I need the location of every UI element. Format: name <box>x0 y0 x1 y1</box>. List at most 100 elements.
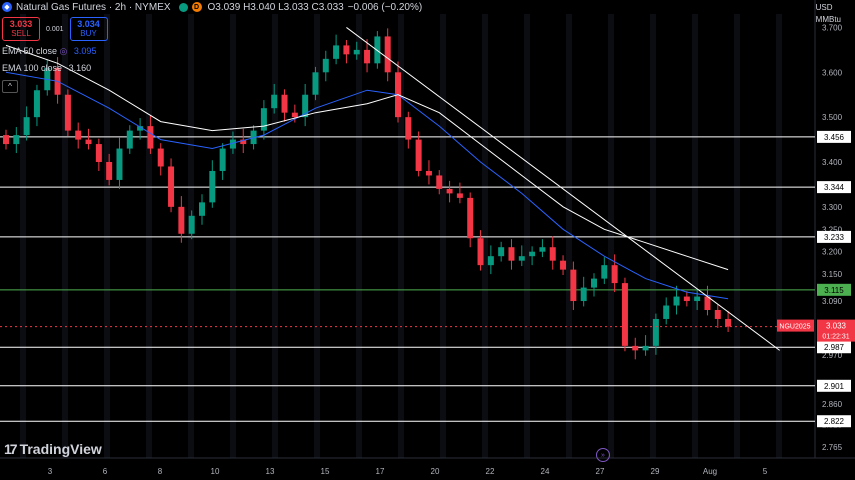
x-tick-label: 3 <box>48 467 53 476</box>
level-label: 3.344 <box>824 183 845 192</box>
candle-body <box>683 296 690 302</box>
candle-body <box>157 148 164 167</box>
candle-body <box>333 45 340 59</box>
y-tick-label: 3.500 <box>822 113 843 122</box>
buy-button[interactable]: 3.034 BUY <box>69 17 108 41</box>
candle-body <box>374 36 381 64</box>
trade-panel: 3.033 SELL 0.001 3.034 BUY <box>2 17 108 41</box>
session-band <box>146 14 152 458</box>
sell-label: SELL <box>11 29 31 38</box>
candle-body <box>405 117 412 140</box>
trend-line <box>346 27 780 351</box>
candle-body <box>137 126 144 131</box>
flame-icon[interactable]: ◆ <box>2 2 12 12</box>
price-scale-unit[interactable]: USD MMBtu <box>816 2 841 26</box>
candle-body <box>126 130 133 149</box>
candle-body <box>281 94 288 113</box>
level-label-box <box>817 415 851 428</box>
level-label: 2.901 <box>824 382 845 391</box>
candle-body <box>714 310 721 319</box>
candle-body <box>178 206 185 234</box>
level-label-box <box>817 379 851 392</box>
level-label-box <box>817 341 851 354</box>
y-tick-label: 3.300 <box>822 203 843 212</box>
candle-body <box>425 170 432 176</box>
candle-body <box>477 238 484 266</box>
y-tick-label: 3.700 <box>822 23 843 32</box>
candle-body <box>725 318 732 327</box>
candle-body <box>415 139 422 171</box>
candle-body <box>13 135 20 145</box>
session-band <box>104 14 110 458</box>
symbol-title[interactable]: Natural Gas Futures · 2h · NYMEX <box>16 1 171 13</box>
x-tick-label: 10 <box>211 467 220 476</box>
ema100-legend[interactable]: EMA 100 close 3.160 <box>2 63 91 73</box>
candle-body <box>384 36 391 73</box>
candle-body <box>33 90 40 118</box>
x-tick-label: 27 <box>596 467 605 476</box>
session-band <box>20 14 26 458</box>
ema100-label: EMA 100 close <box>2 63 63 73</box>
data-delay-icon[interactable]: D <box>191 2 202 12</box>
candle-body <box>663 305 670 319</box>
ohlc-values: O3.039 H3.040 L3.033 C3.033 <box>207 1 344 13</box>
level-label: 3.115 <box>824 286 844 295</box>
session-band <box>524 14 530 458</box>
y-tick-label: 3.090 <box>822 297 843 306</box>
unit-label: MMBtu <box>815 15 841 24</box>
sell-button[interactable]: 3.033 SELL <box>2 17 40 41</box>
candle-body <box>601 265 608 279</box>
last-price-box <box>817 319 855 342</box>
candle-body <box>85 139 92 145</box>
candle-body <box>580 287 587 302</box>
y-tick-label: 2.765 <box>822 443 843 452</box>
ema50-legend[interactable]: EMA 50 close ◎ 3.095 <box>2 46 96 57</box>
candle-body <box>539 247 546 252</box>
level-label: 3.233 <box>824 233 845 242</box>
logo-text: TradingView <box>19 441 102 457</box>
buy-label: BUY <box>80 29 97 38</box>
candle-body <box>570 269 577 302</box>
candle-body <box>704 296 711 310</box>
candle-body <box>209 170 216 203</box>
spread-value: 0.001 <box>46 25 64 33</box>
session-band <box>734 14 740 458</box>
candle-body <box>147 126 154 149</box>
candle-body <box>446 188 453 194</box>
candle-body <box>322 58 329 73</box>
y-tick-label: 2.860 <box>822 400 843 409</box>
candle-body <box>611 265 618 284</box>
candle-body <box>518 256 525 261</box>
sell-price: 3.033 <box>9 19 33 29</box>
candle-body <box>621 283 628 346</box>
session-band <box>188 14 194 458</box>
x-tick-label: 20 <box>431 467 440 476</box>
candle-body <box>64 94 71 131</box>
candle-body <box>508 247 515 261</box>
candle-body <box>549 247 556 261</box>
x-tick-label: 6 <box>103 467 108 476</box>
candle-body <box>291 112 298 118</box>
collapse-legend-button[interactable]: ^ <box>2 80 18 93</box>
go-to-realtime-icon[interactable]: » <box>596 448 610 462</box>
candle-body <box>312 72 319 95</box>
candle-body <box>467 197 474 239</box>
buy-price: 3.034 <box>77 19 100 29</box>
level-label: 2.822 <box>824 417 845 426</box>
tradingview-logo[interactable]: 17 TradingView <box>4 441 102 457</box>
chart-header: ◆ Natural Gas Futures · 2h · NYMEX D O3.… <box>2 0 422 14</box>
x-tick-label: 8 <box>158 467 163 476</box>
candle-body <box>229 139 236 149</box>
market-status-icon[interactable] <box>178 2 188 12</box>
candle-body <box>116 148 123 180</box>
candle-body <box>271 94 278 109</box>
eye-icon[interactable]: ◎ <box>59 46 68 56</box>
level-label-box <box>817 283 851 296</box>
session-band <box>776 14 782 458</box>
candle-body <box>529 251 536 257</box>
y-tick-label: 3.600 <box>822 68 843 77</box>
y-tick-label: 3.150 <box>822 270 843 279</box>
x-tick-label: 13 <box>266 467 275 476</box>
